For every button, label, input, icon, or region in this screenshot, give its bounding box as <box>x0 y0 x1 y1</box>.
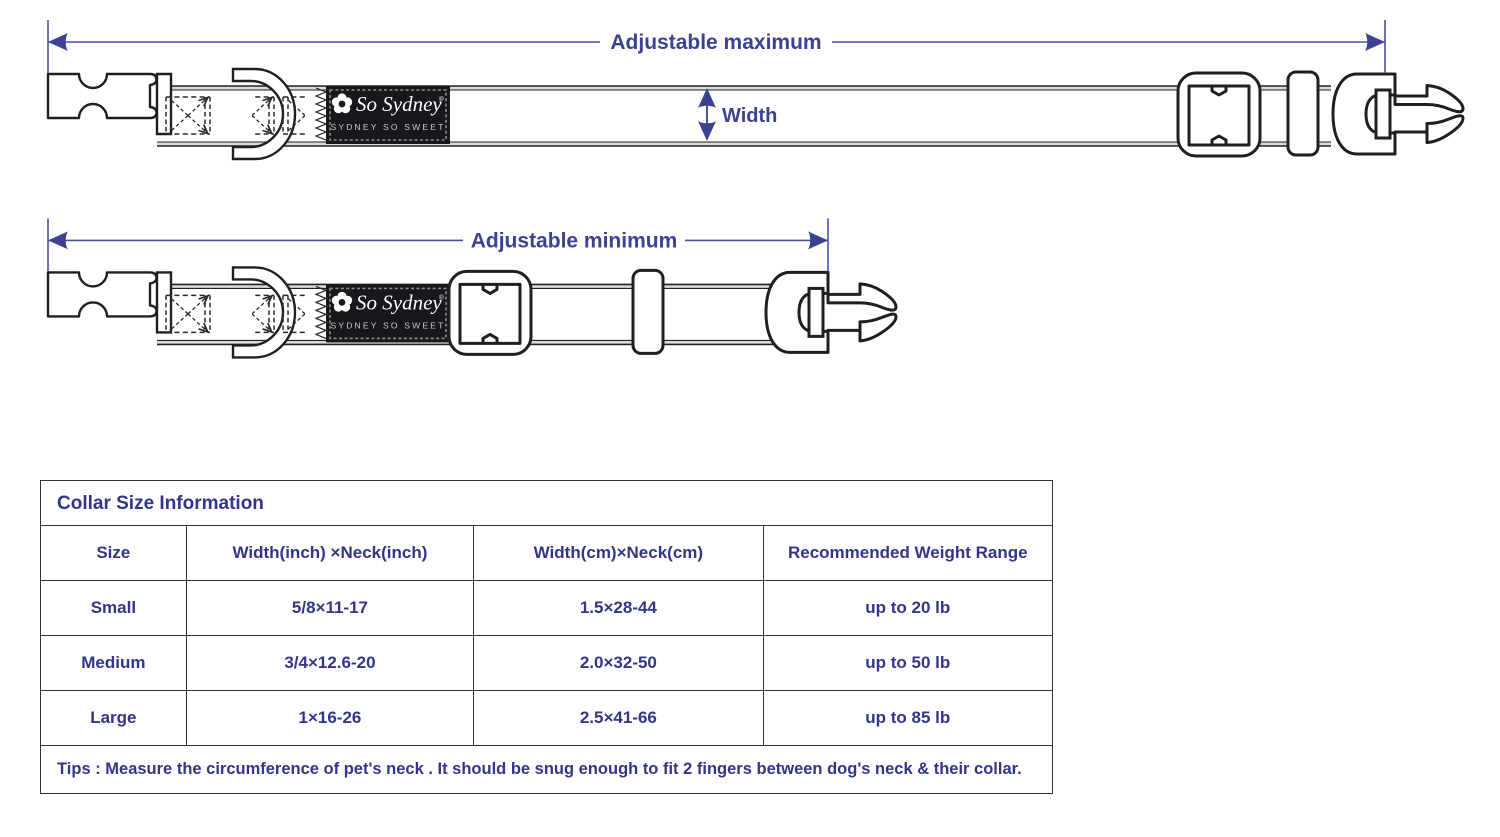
svg-text:Adjustable maximum: Adjustable maximum <box>610 31 821 54</box>
svg-text:Adjustable minimum: Adjustable minimum <box>471 229 678 252</box>
svg-text:Width: Width <box>722 105 777 127</box>
